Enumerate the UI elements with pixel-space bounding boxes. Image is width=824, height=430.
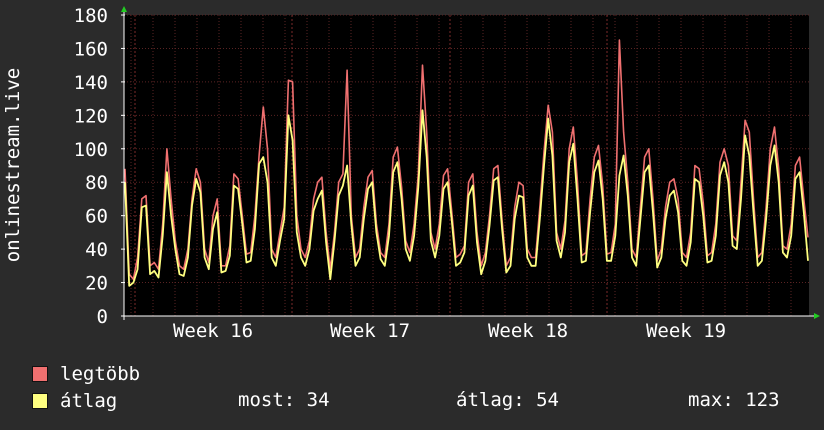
legend-item-atlag: átlag	[32, 389, 117, 413]
y-tick-label: 80	[85, 172, 108, 194]
y-axis-arrow	[121, 6, 127, 12]
legend-label-legtobb: legtöbb	[60, 363, 141, 385]
legend-label-atlag: átlag	[60, 390, 118, 412]
y-tick-label: 120	[74, 105, 108, 127]
plot-area	[124, 15, 809, 316]
y-axis-label: onlinestream.live	[2, 68, 24, 262]
axes	[121, 6, 820, 320]
x-tick-label: Week 17	[330, 320, 410, 342]
x-axis-arrow	[814, 313, 820, 319]
stat-max: max: 123	[688, 389, 780, 411]
legend-swatch-atlag	[32, 393, 48, 409]
x-tick-label: Week 18	[488, 320, 568, 342]
tick-labels: 0 20 40 60 80 100 120 140 160 180 Week 16 Week 17 We…	[74, 5, 726, 342]
series-line-atlag	[124, 109, 809, 287]
y-tick-label: 140	[74, 72, 108, 94]
legend-item-legtobb: legtöbb	[32, 362, 140, 386]
y-tick-label: 0	[97, 306, 108, 328]
y-tick-label: 40	[85, 239, 108, 261]
stat-most: most: 34	[238, 389, 330, 411]
y-tick-label: 60	[85, 206, 108, 228]
series-layer	[124, 39, 809, 287]
x-tick-label: Week 16	[173, 320, 253, 342]
y-tick-label: 100	[74, 139, 108, 161]
y-tick-label: 20	[85, 273, 108, 295]
legend-swatch-legtobb	[32, 366, 48, 382]
y-tick-label: 160	[74, 38, 108, 60]
x-tick-label: Week 19	[646, 320, 726, 342]
y-tick-label: 180	[74, 5, 108, 27]
stat-atlag: átlag: 54	[456, 389, 559, 411]
grid	[124, 14, 809, 316]
